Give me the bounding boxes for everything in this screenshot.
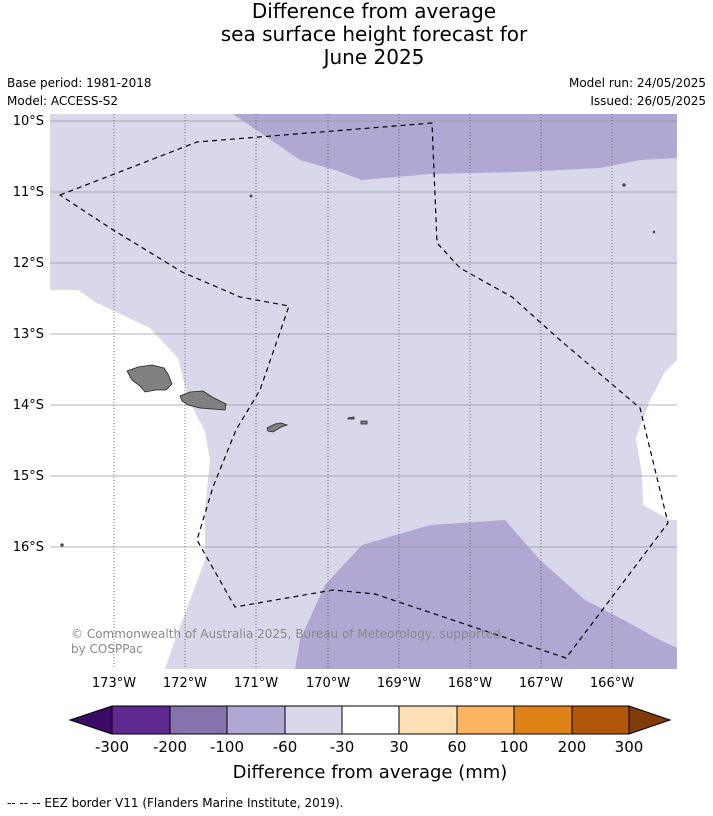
colorbar-swatch <box>170 706 227 734</box>
title-line-3: June 2025 <box>323 45 425 69</box>
lon-label: 172°W <box>163 676 207 691</box>
lon-label: 166°W <box>590 676 634 691</box>
field-minus-60-to-100-south <box>295 520 677 669</box>
lat-label: 10°S <box>13 114 44 129</box>
colorbar-tick: -300 <box>95 738 129 756</box>
upolu-island <box>179 390 227 411</box>
lat-labels: 10°S 11°S 12°S 13°S 14°S 15°S 16°S <box>13 114 44 555</box>
lat-gridlines <box>50 120 677 548</box>
copyright-line-2: by COSPPac <box>71 642 143 656</box>
colorbar-swatch <box>112 706 170 734</box>
lon-label: 171°W <box>234 676 278 691</box>
title-line-2: sea surface height forecast for <box>220 22 528 46</box>
colorbar-min-arrow <box>68 705 113 735</box>
meta-left: Base period: 1981-2018 Model: ACCESS-S2 <box>7 74 152 110</box>
tau-island <box>360 420 368 425</box>
chart-title: Difference from average sea surface heig… <box>0 0 713 69</box>
colorbar-tick: 30 <box>389 738 408 756</box>
lon-label: 168°W <box>448 676 492 691</box>
lat-label: 16°S <box>13 540 44 555</box>
meta-right: Model run: 24/05/2025 Issued: 26/05/2025 <box>569 74 706 110</box>
issued-date: Issued: 26/05/2025 <box>590 94 706 108</box>
ofu-island <box>347 416 355 420</box>
copyright-line-1: © Commonwealth of Australia 2025, Bureau… <box>71 627 501 641</box>
islet-south-west <box>60 543 64 547</box>
map-area: © Commonwealth of Australia 2025, Bureau… <box>50 114 677 669</box>
lat-label: 15°S <box>13 469 44 484</box>
model-name: Model: ACCESS-S2 <box>7 94 119 108</box>
lon-labels: 173°W 172°W 171°W 170°W 169°W 168°W 167°… <box>92 676 634 691</box>
islet-east <box>652 230 656 234</box>
lat-label: 13°S <box>13 327 44 342</box>
colorbar-swatch <box>572 706 629 734</box>
lon-label: 173°W <box>92 676 136 691</box>
lon-gridlines <box>113 114 613 669</box>
field-minus-60-to-100-north <box>233 114 677 180</box>
colorbar-tick: -30 <box>330 738 355 756</box>
land-masses <box>60 183 656 547</box>
colorbar-swatch <box>342 706 399 734</box>
tutuila-island <box>266 422 289 433</box>
model-run: Model run: 24/05/2025 <box>568 76 706 90</box>
eez-legend-note: -- -- -- EEZ border V11 (Flanders Marine… <box>7 796 344 810</box>
lon-label: 167°W <box>519 676 563 691</box>
colorbar-ticks: -300 -200 -100 -60 -30 30 60 100 200 300 <box>95 738 643 756</box>
colorbar: -300 -200 -100 -60 -30 30 60 100 200 300… <box>68 705 672 783</box>
colorbar-max-arrow <box>628 705 672 735</box>
lat-label: 14°S <box>13 398 44 413</box>
field-near-average-east <box>636 360 677 520</box>
colorbar-swatch <box>457 706 514 734</box>
colorbar-tick: -60 <box>273 738 298 756</box>
colorbar-tick: -100 <box>210 738 244 756</box>
base-period: Base period: 1981-2018 <box>7 76 152 90</box>
colorbar-tick: 200 <box>558 738 587 756</box>
colorbar-swatch <box>514 706 572 734</box>
savaii-island <box>126 364 173 393</box>
colorbar-tick: 100 <box>500 738 529 756</box>
colorbar-swatch <box>285 706 342 734</box>
lat-label: 12°S <box>13 256 44 271</box>
colorbar-tick: 300 <box>615 738 644 756</box>
colorbar-swatch <box>399 706 457 734</box>
islet-north-east <box>622 183 626 187</box>
lon-label: 170°W <box>306 676 350 691</box>
colorbar-frame <box>111 705 630 735</box>
lon-label: 169°W <box>377 676 421 691</box>
colorbar-tick: -200 <box>153 738 187 756</box>
eez-border <box>58 122 669 659</box>
title-line-1: Difference from average <box>251 0 497 23</box>
swains-island <box>249 194 253 198</box>
colorbar-label: Difference from average (mm) <box>233 762 508 783</box>
lat-label: 11°S <box>13 185 44 200</box>
colorbar-swatch <box>227 706 285 734</box>
colorbar-tick: 60 <box>447 738 466 756</box>
